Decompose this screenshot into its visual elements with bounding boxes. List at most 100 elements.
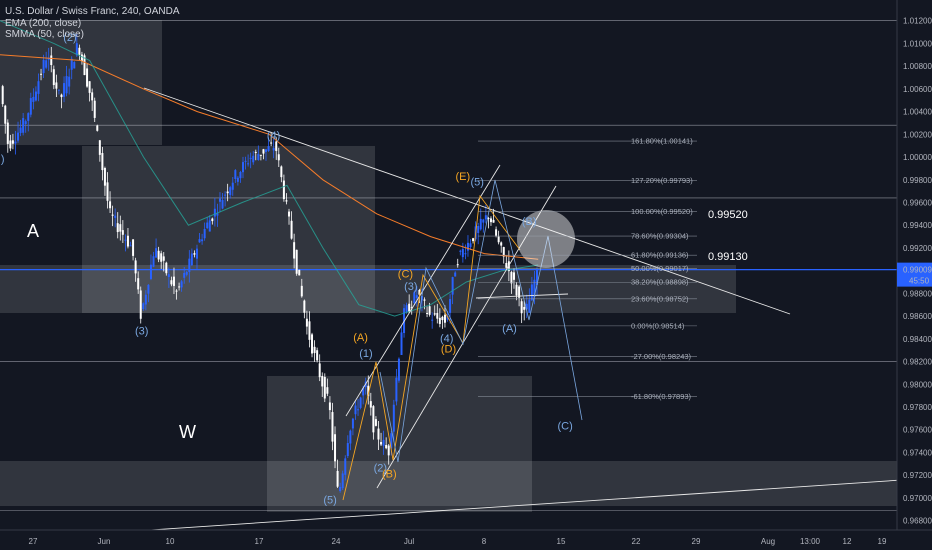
candle-body xyxy=(236,177,239,182)
candle-body xyxy=(408,303,411,312)
candle-body xyxy=(193,253,196,255)
candle-body xyxy=(280,166,283,178)
wave-label-blue: (5) xyxy=(470,176,483,188)
fib-level-label: 0.00%(0.98514) xyxy=(631,321,685,330)
candle-body xyxy=(308,321,311,340)
y-tick-label: 0.97400 xyxy=(903,448,932,457)
candle-body xyxy=(492,219,495,223)
candles xyxy=(1,33,538,493)
candle-body xyxy=(80,54,83,62)
candle-body xyxy=(6,122,9,144)
candle-body xyxy=(331,412,334,442)
highlight-circle xyxy=(517,210,575,268)
candle-body xyxy=(510,271,513,284)
candle-body xyxy=(185,271,188,275)
candle-body xyxy=(165,262,168,274)
y-tick-label: 0.98600 xyxy=(903,312,932,321)
y-tick-label: 1.01000 xyxy=(903,39,932,48)
y-tick-label: 1.00400 xyxy=(903,108,932,117)
y-tick-label: 1.00000 xyxy=(903,153,932,162)
candle-body xyxy=(178,286,181,288)
candle-body xyxy=(495,229,498,236)
candle-body xyxy=(293,242,296,259)
wave-label-blue: (1) xyxy=(359,348,372,360)
wave-label-orange: (A) xyxy=(353,332,368,344)
candle-body xyxy=(198,239,201,243)
candle-body xyxy=(500,242,503,246)
candle-body xyxy=(218,198,221,202)
candle-body xyxy=(221,200,224,209)
fib-level-label: 78.60%(0.99304) xyxy=(631,232,689,241)
candle-body xyxy=(1,86,4,105)
x-tick-label: 19 xyxy=(878,537,887,546)
candle-body xyxy=(313,346,316,354)
candle-body xyxy=(392,404,395,432)
candle-body xyxy=(369,401,372,408)
y-tick-label: 1.00600 xyxy=(903,85,932,94)
candle-body xyxy=(272,148,275,151)
candle-body xyxy=(351,418,354,429)
candle-body xyxy=(359,397,362,408)
candle-body xyxy=(484,215,487,220)
candle-body xyxy=(22,118,25,133)
candle-body xyxy=(78,47,81,55)
candle-body xyxy=(155,248,158,258)
candle-body xyxy=(208,220,211,232)
candle-body xyxy=(265,149,268,152)
candle-body xyxy=(449,299,452,313)
candle-body xyxy=(461,249,464,258)
candle-body xyxy=(226,191,229,194)
candle-body xyxy=(472,238,475,242)
candle-body xyxy=(523,306,526,310)
candle-body xyxy=(55,82,58,89)
candle-body xyxy=(98,140,101,155)
candle-body xyxy=(318,363,321,378)
candle-body xyxy=(311,334,314,354)
candle-body xyxy=(505,262,508,268)
candle-body xyxy=(160,253,163,262)
shaded-zone xyxy=(267,376,532,512)
wave-label-orange: (C) xyxy=(398,268,413,280)
candle-body xyxy=(129,245,132,247)
candle-body xyxy=(75,43,78,56)
x-tick-label: 24 xyxy=(332,537,341,546)
candle-body xyxy=(290,220,293,239)
candle-body xyxy=(438,317,441,324)
wave-label-blue: (A) xyxy=(502,323,517,335)
candle-body xyxy=(535,270,538,286)
fib-level-label: 161.80%(1.00141) xyxy=(631,137,693,146)
shaded-zone xyxy=(0,461,897,506)
candle-body xyxy=(134,260,137,274)
candle-body xyxy=(433,313,436,315)
time-axis xyxy=(0,530,932,550)
candle-body xyxy=(121,230,124,235)
candle-body xyxy=(213,208,216,217)
candle-body xyxy=(50,55,53,66)
pattern-label-w: W xyxy=(179,422,196,442)
candle-body xyxy=(124,239,127,241)
candle-body xyxy=(528,299,531,313)
candle-body xyxy=(466,242,469,251)
x-tick-label: 17 xyxy=(255,537,264,546)
candle-body xyxy=(24,121,27,125)
y-tick-label: 0.99800 xyxy=(903,176,932,185)
candle-body xyxy=(126,235,129,247)
candle-body xyxy=(415,295,418,298)
candle-body xyxy=(57,89,60,91)
candle-body xyxy=(502,247,505,257)
fib-level-label: 23.60%(0.98752) xyxy=(631,294,689,303)
x-tick-label: 13:00 xyxy=(800,537,821,546)
candle-body xyxy=(336,470,339,487)
y-tick-label: 0.99400 xyxy=(903,221,932,230)
candle-body xyxy=(382,439,385,446)
fib-level-label: 38.20%(0.98898) xyxy=(631,278,689,287)
price-tag xyxy=(897,262,932,287)
candle-body xyxy=(93,100,96,118)
candle-body xyxy=(149,264,152,279)
candle-body xyxy=(34,91,37,101)
candle-body xyxy=(489,218,492,223)
candle-body xyxy=(374,419,377,426)
candle-body xyxy=(70,58,73,70)
candle-body xyxy=(257,154,260,161)
